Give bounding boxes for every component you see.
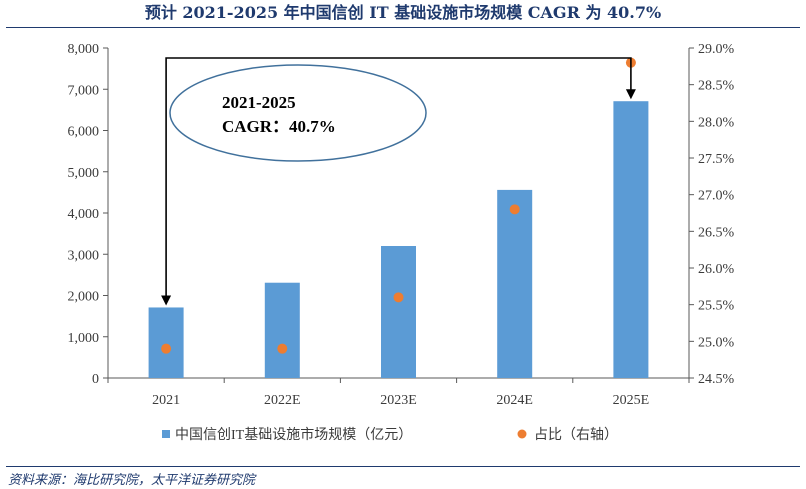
bar-2022E bbox=[264, 282, 300, 378]
title-divider bbox=[6, 27, 800, 28]
left-tick-label: 6,000 bbox=[68, 125, 100, 140]
bar-2023E bbox=[381, 246, 416, 378]
cagr-connector bbox=[165, 57, 632, 298]
right-tick-label: 27.0% bbox=[698, 189, 735, 204]
cagr-annotation: 2021-2025 CAGR：40.7% bbox=[161, 57, 636, 306]
left-axis: 0 1,000 2,000 3,000 4,000 5,000 6,000 7,000 8,00… bbox=[68, 42, 109, 387]
right-axis: 24.5% 25.0% 25.5% 26.0% 26.5% 27.0% 27.5% 28.0%… bbox=[688, 42, 735, 387]
cagr-label-years: 2021-2025 bbox=[222, 93, 296, 112]
x-tick-label: 2024E bbox=[496, 393, 533, 408]
right-tick-label: 26.5% bbox=[698, 225, 735, 240]
source-note: 资料来源：海比研究院，太平洋证券研究院 bbox=[8, 473, 256, 488]
left-tick-label: 4,000 bbox=[68, 207, 100, 222]
share-point-2023E bbox=[393, 292, 404, 303]
chart-title: 预计 2021-2025 年中国信创 IT 基础设施市场规模 CAGR 为 40… bbox=[144, 3, 662, 22]
bar-2024E bbox=[497, 189, 533, 378]
bar-2025E bbox=[613, 101, 649, 379]
legend-label-share: 占比（右轴） bbox=[534, 427, 618, 443]
cagr-label-value: CAGR：40.7% bbox=[222, 117, 336, 136]
left-tick-label: 8,000 bbox=[68, 42, 100, 57]
bar-series bbox=[148, 101, 649, 379]
legend-label-bar: 中国信创IT基础设施市场规模（亿元） bbox=[175, 426, 412, 443]
x-tick-label: 2023E bbox=[380, 393, 417, 408]
legend-swatch-bar bbox=[162, 430, 170, 438]
right-tick-label: 26.0% bbox=[698, 262, 735, 277]
x-tick-label: 2022E bbox=[264, 393, 301, 408]
right-tick-label: 25.0% bbox=[698, 335, 735, 350]
share-point-2022E bbox=[277, 343, 288, 354]
left-tick-label: 1,000 bbox=[68, 331, 100, 346]
cagr-ellipse bbox=[169, 64, 427, 162]
right-tick-label: 27.5% bbox=[698, 152, 735, 167]
left-tick-label: 5,000 bbox=[68, 166, 100, 181]
x-tick-label: 2025E bbox=[613, 393, 650, 408]
right-axis-ticks: 24.5% 25.0% 25.5% 26.0% 26.5% 27.0% 27.5% 28.0%… bbox=[689, 42, 735, 387]
share-series bbox=[161, 57, 636, 354]
left-tick-label: 3,000 bbox=[68, 248, 100, 263]
combo-chart: 0 1,000 2,000 3,000 4,000 5,000 6,000 7,000 8,00… bbox=[68, 42, 735, 443]
right-tick-label: 28.0% bbox=[698, 115, 735, 130]
share-point-2024E bbox=[509, 204, 520, 215]
x-axis-labels: 2021 2022E 2023E 2024E 2025E bbox=[107, 378, 690, 408]
right-tick-label: 25.5% bbox=[698, 299, 735, 314]
right-tick-label: 28.5% bbox=[698, 79, 735, 94]
arrow-head-2021 bbox=[161, 295, 172, 306]
legend-marker-share bbox=[517, 429, 527, 439]
share-point-2021 bbox=[161, 343, 172, 354]
left-tick-label: 7,000 bbox=[68, 83, 100, 98]
right-tick-label: 29.0% bbox=[698, 42, 735, 57]
right-tick-label: 24.5% bbox=[698, 372, 735, 387]
arrow-head-2025 bbox=[625, 89, 636, 100]
left-tick-label: 2,000 bbox=[68, 290, 100, 305]
left-axis-ticks: 0 1,000 2,000 3,000 4,000 5,000 6,000 7,000 8,00… bbox=[68, 42, 108, 387]
legend: 中国信创IT基础设施市场规模（亿元） 占比（右轴） bbox=[162, 426, 618, 443]
x-tick-label: 2021 bbox=[152, 393, 180, 408]
left-tick-label: 0 bbox=[92, 372, 99, 387]
source-divider bbox=[6, 466, 800, 467]
bar-2021 bbox=[148, 307, 184, 378]
